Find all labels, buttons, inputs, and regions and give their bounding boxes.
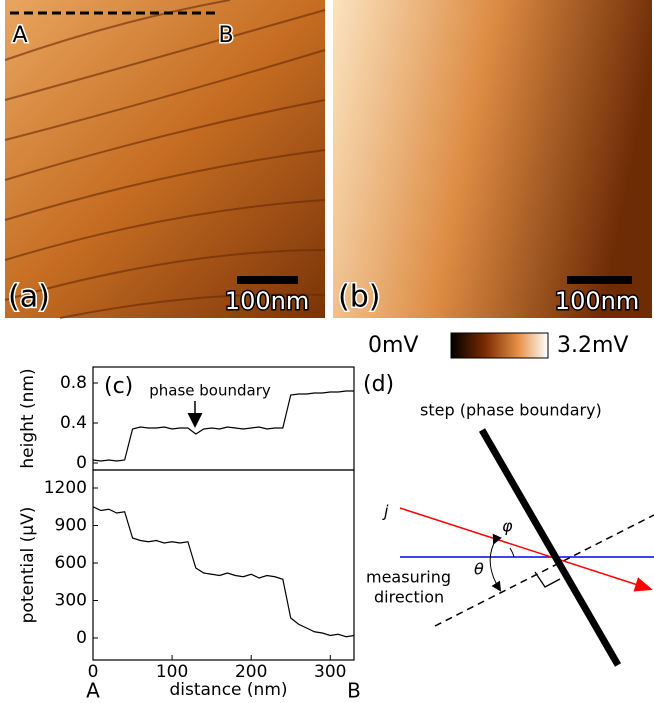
panel-label: (a) [8,280,50,315]
normal-line [434,514,654,627]
potential-image [333,0,652,318]
diagram: (d) step (phase boundary) j φ θ measurin… [363,372,654,667]
x-tick-label: 0 [88,662,99,682]
y-tick-label: 0.4 [60,413,87,433]
panel-label: (d) [363,372,394,397]
measuring-label: direction [374,588,444,607]
profile-plots: 0 0.4 0.8 height (nm) (c) phase boundary 0 300 6… [18,366,355,700]
y-axis-label: height (nm) [18,368,38,468]
point-label: B [218,23,233,48]
current-arrow [399,507,653,592]
plot-frame [92,469,355,661]
phi-label: φ [502,517,513,536]
x-axis-label: distance (nm) [169,680,287,700]
annotation: phase boundary [149,382,271,400]
colorbar-scale [450,332,549,359]
y-tick-label: 1200 [44,478,87,498]
topography-image [5,0,325,318]
panel-label: (c) [104,374,133,399]
x-tick-label: 100 [156,662,188,682]
colorbar-max: 3.2mV [557,333,628,358]
data-line [92,390,354,462]
scale-label: 100nm [225,287,309,315]
theta-arc [489,533,502,592]
panel-label: (b) [338,280,380,315]
phi-arc [509,547,515,558]
end-label: B [347,679,361,703]
terrace-steps [4,0,326,319]
y-tick-label: 0 [76,453,87,473]
measuring-label: measuring [366,568,451,587]
theta-label: θ [474,560,484,579]
y-tick-label: 600 [55,553,87,573]
current-label: j [382,502,389,521]
step-line [478,428,622,667]
point-label: A [12,23,27,48]
image-a: A B 100nm (a) [4,0,326,319]
right-angle [534,571,561,588]
data-line [92,506,355,638]
scale-bar [567,276,632,284]
x-tick-label: 200 [235,662,267,682]
y-tick-label: 900 [55,516,87,536]
colorbar-min: 0mV [368,333,418,358]
scale-bar [237,276,298,284]
scale-label: 100nm [555,287,639,315]
step-label: step (phase boundary) [420,401,602,420]
colorbar: 0mV 3.2mV [368,332,628,359]
y-tick-label: 300 [55,591,87,611]
y-tick-label: 0 [76,628,87,648]
x-tick-label: 300 [314,662,346,682]
image-b: 100nm (b) [333,0,652,318]
y-tick-label: 0.8 [60,373,87,393]
y-axis-label: potential (μV) [18,507,38,624]
end-label: A [86,679,100,703]
